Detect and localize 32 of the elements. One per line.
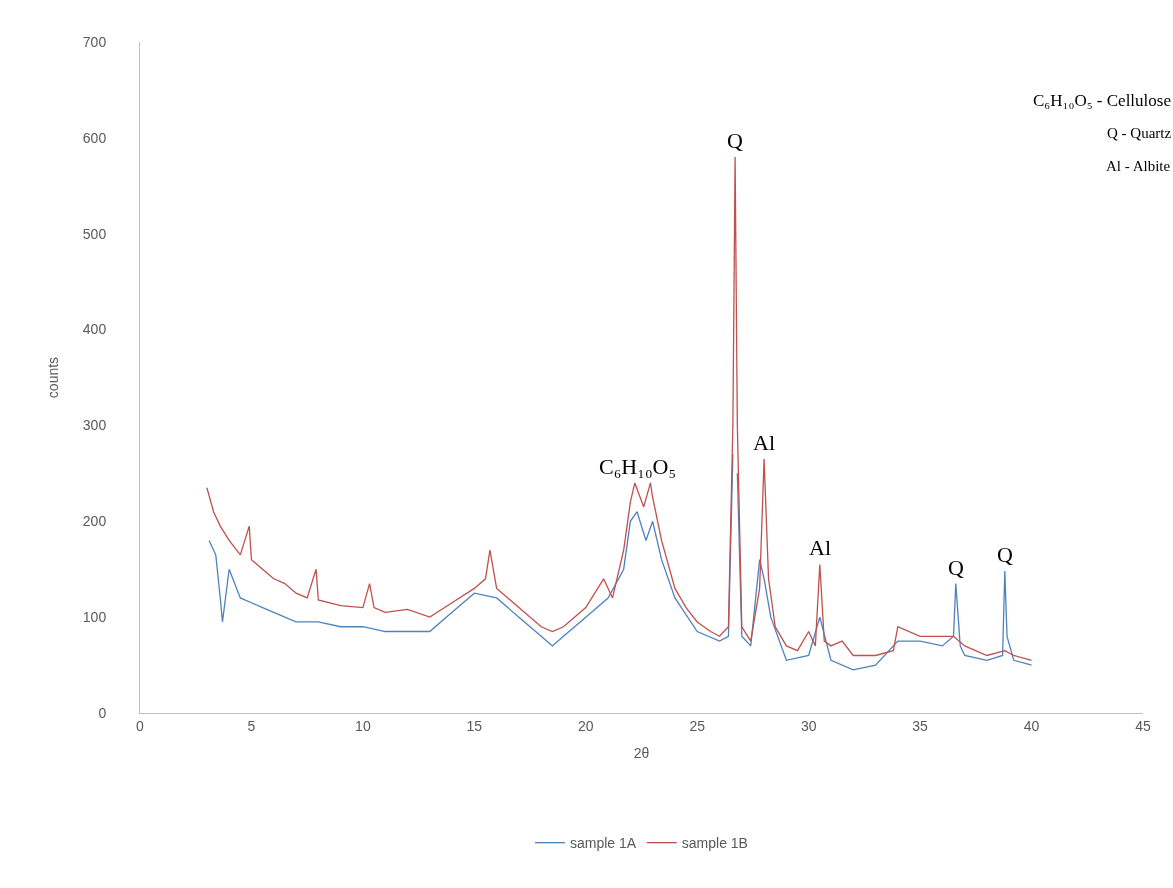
annotation: C₆H₁₀O₅ [599,454,677,479]
annotation: C₆H₁₀O₅ - Cellulose [1033,91,1171,110]
legend-label: sample 1A [570,835,637,852]
annotation: Al - Albite [1106,158,1171,174]
x-tick-label: 45 [1135,717,1151,734]
x-tick-label: 20 [577,717,594,734]
legend-label: sample 1B [681,835,748,852]
annotation: Al [809,535,831,560]
annotation: Q [948,555,964,580]
x-tick-label: 0 [136,717,145,734]
x-tick-label: 15 [466,717,483,734]
annotation: Q [727,128,743,153]
line-series [206,156,1033,661]
y-tick-label: 400 [82,321,107,338]
y-tick-label: 100 [82,609,107,626]
x-tick-label: 35 [912,717,929,734]
y-tick-label: 700 [82,33,107,50]
annotation: Al [753,430,775,455]
y-tick-label: 300 [82,417,107,434]
x-tick-label: 30 [800,717,817,734]
x-tick-label: 25 [689,717,706,734]
annotation: Q [997,542,1013,567]
y-tick-label: 0 [98,704,107,721]
y-tick-label: 500 [82,225,107,242]
y-axis-title: counts [45,356,62,399]
x-tick-label: 10 [355,717,371,734]
y-tick-label: 600 [82,129,107,146]
y-tick-label: 200 [82,513,107,530]
x-tick-label: 5 [247,717,256,734]
annotation: Q - Quartz [1107,125,1172,141]
x-tick-label: 40 [1023,717,1040,734]
x-axis-title: 2θ [633,745,650,762]
